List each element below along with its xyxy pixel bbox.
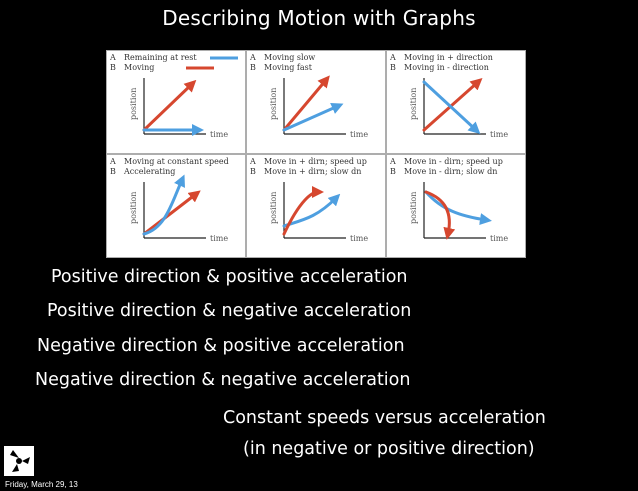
x-axis-label: time (210, 130, 228, 139)
label-a-text: Moving in + direction (404, 53, 493, 62)
y-axis-label: position (269, 192, 278, 224)
label-b-letter: B (110, 63, 116, 72)
blue-motion-line (424, 190, 492, 226)
presentation-logo-icon (4, 446, 34, 476)
label-b-letter: B (390, 167, 396, 176)
y-axis-label: position (409, 88, 418, 120)
panel-border (106, 50, 246, 154)
red-motion-line (282, 75, 330, 132)
caption-line-3: Negative direction & positive accelerati… (37, 336, 405, 356)
label-a-text: Moving slow (264, 53, 315, 62)
label-a-letter: A (389, 157, 396, 166)
label-b-text: Moving fast (264, 63, 313, 72)
panel-border (246, 50, 386, 154)
x-axis-label: time (490, 130, 508, 139)
blue-motion-line (422, 80, 481, 135)
y-axis-label: position (409, 192, 418, 224)
label-a-text: Move in - dirn; speed up (404, 157, 503, 166)
red-motion-line (424, 190, 456, 240)
y-axis-label: position (129, 192, 138, 224)
y-axis-label: position (269, 88, 278, 120)
label-a-letter: A (389, 53, 396, 62)
graphs-figure: A B Remaining at rest Moving position time A B M… (106, 50, 526, 258)
label-b-letter: B (390, 63, 396, 72)
label-a-text: Move in + dirn; speed up (264, 157, 367, 166)
label-b-text: Move in + dirn; slow dn (264, 167, 361, 176)
note-line-2: (in negative or positive direction) (243, 439, 535, 459)
label-b-text: Moving (124, 63, 154, 72)
label-a-letter: A (249, 53, 256, 62)
slide-title: Describing Motion with Graphs (162, 6, 476, 30)
label-a-text: Moving at constant speed (124, 157, 229, 166)
panel-border (106, 154, 246, 258)
caption-line-1: Positive direction & positive accelerati… (51, 267, 408, 287)
red-motion-line (282, 186, 324, 236)
x-axis-label: time (210, 234, 228, 243)
label-b-letter: B (250, 167, 256, 176)
x-axis-label: time (350, 234, 368, 243)
panel-border (246, 154, 386, 258)
footer-date: Friday, March 29, 13 (5, 480, 78, 489)
label-b-letter: B (110, 167, 116, 176)
caption-line-2: Positive direction & negative accelerati… (47, 301, 412, 321)
label-a-letter: A (109, 157, 116, 166)
panel-border (386, 154, 526, 258)
label-a-text: Remaining at rest (124, 53, 197, 62)
blue-motion-line (282, 102, 344, 132)
label-b-text: Move in - dirn; slow dn (404, 167, 497, 176)
red-motion-line (142, 79, 197, 132)
label-b-text: Accelerating (123, 167, 175, 176)
label-a-letter: A (109, 53, 116, 62)
note-line-1: Constant speeds versus acceleration (223, 408, 546, 428)
label-b-text: Moving in - direction (404, 63, 489, 72)
x-axis-label: time (350, 130, 368, 139)
y-axis-label: position (129, 88, 138, 120)
caption-line-4: Negative direction & negative accelerati… (35, 370, 411, 390)
blue-motion-line (142, 174, 185, 236)
x-axis-label: time (490, 234, 508, 243)
red-motion-line (142, 190, 201, 236)
label-a-letter: A (249, 157, 256, 166)
label-b-letter: B (250, 63, 256, 72)
